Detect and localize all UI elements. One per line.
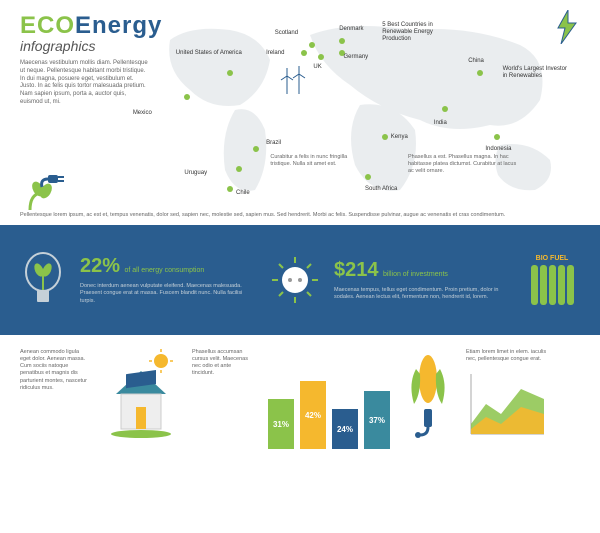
bar: 24% [332,409,358,449]
map-pin [494,134,500,140]
bottom-section: Aenean commodo ligula eget dolor. Aenean… [0,335,600,533]
map-label: Mexico [133,110,152,116]
map-label: Uruguay [184,170,207,176]
eco-bulb-icon [20,250,66,310]
map-label: Ireland [266,50,284,56]
map-pin [236,166,242,172]
bar-value: 37% [364,391,390,449]
bar: 37% [364,391,390,449]
bar: 31% [268,399,294,449]
bar-value: 24% [332,409,358,449]
map-pin [301,50,307,56]
plug-plant-icon [20,165,70,215]
map-label: Scotland [275,30,298,36]
map-label: Kenya [391,134,408,140]
biofuel-label: BIO FUEL [524,255,580,262]
stat-investment: $214 billion of investments Maecenas tem… [334,259,510,301]
solar-house-icon [106,349,176,439]
stat1-label: of all energy consumption [124,267,204,274]
socket-sun-icon [270,255,320,305]
bottom-text-1: Aenean commodo ligula eget dolor. Aenean… [20,349,90,519]
map-label: China [468,58,484,64]
stat2-text: Maecenas tempus, tellus eget condimentum… [334,287,510,301]
mid-band: 22% of all energy consumption Donec inte… [0,225,600,335]
corn-fuel-icon [406,349,450,439]
map-label: India [434,120,447,126]
intro-text: Maecenas vestibulum mollis diam. Pellent… [20,60,150,107]
bar: 42% [300,381,326,449]
stat1-text: Donec interdum aenean vulputate eleifend… [80,283,256,304]
stat2-num: $214 [334,259,379,281]
wind-turbine-icon [279,66,309,96]
map-label: Chile [236,190,250,196]
map-text-2: Phasellus a est. Phasellus magna. In hac… [408,154,518,175]
map-label: UK [313,64,321,70]
map-label: United States of America [176,50,242,56]
continents-icon [150,10,580,210]
biofuel-tubes-icon [524,265,580,305]
stat2-label: billion of investments [383,271,448,278]
bottom-text-2: Phasellus accumsan cursus velit. Maecena… [192,349,252,519]
map-label: South Africa [365,186,397,192]
map-label: Denmark [339,26,363,32]
bar-chart: 31%42%24%37% [268,349,390,449]
map-label: Germany [344,54,369,60]
stat1-num: 22% [80,255,120,277]
map-pin [477,70,483,76]
map-pin [365,174,371,180]
area-chart [466,369,546,439]
bottom-text-3: Etiam lorem limet in elem. iaculis nec, … [466,349,550,363]
map-label: Brazil [266,140,281,146]
map-footer-text: Pellentesque lorem ipsum, ac est et, tem… [20,212,580,218]
map-label: Indonesia [485,146,511,152]
world-map: MexicoUnited States of AmericaBrazilUrug… [150,10,580,210]
map-text-1: Curabitur a felis in nunc fringilla tris… [270,154,360,168]
bar-value: 31% [268,399,294,449]
callout-best-countries: 5 Best Countries in Renewable Energy Pro… [382,22,452,44]
title-eco: ECO [20,12,75,39]
lightning-icon [554,10,580,44]
stat-consumption: 22% of all energy consumption Donec inte… [80,255,256,304]
map-pin [318,54,324,60]
bar-value: 42% [300,381,326,449]
callout-china: World's Largest Investor in Renewables [503,66,573,80]
biofuel-block: BIO FUEL [524,255,580,305]
